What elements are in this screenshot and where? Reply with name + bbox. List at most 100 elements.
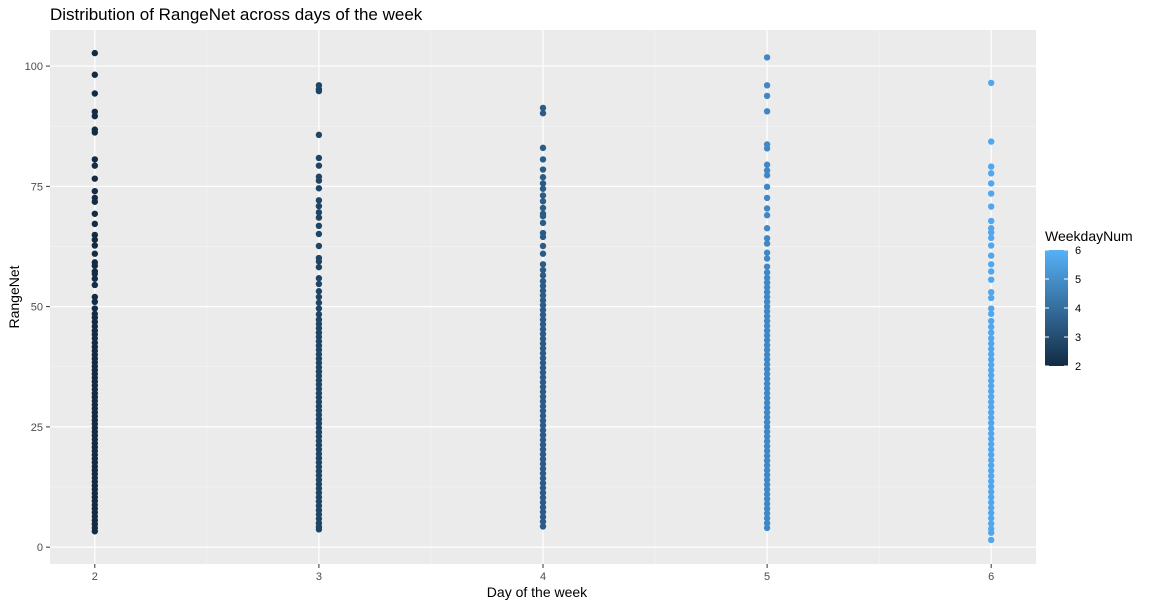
data-point xyxy=(987,529,995,536)
data-point xyxy=(763,108,771,115)
data-point xyxy=(539,266,547,274)
data-point xyxy=(987,261,995,268)
data-point xyxy=(91,250,99,257)
data-point xyxy=(763,235,771,242)
data-point xyxy=(539,494,547,501)
data-point xyxy=(763,341,771,349)
data-point xyxy=(987,467,995,474)
data-point xyxy=(987,377,995,384)
data-point xyxy=(539,104,547,112)
data-point xyxy=(987,217,995,225)
data-point xyxy=(763,284,771,291)
data-point xyxy=(91,293,99,301)
data-point xyxy=(763,346,771,354)
data-point xyxy=(763,313,771,320)
chart-title: Distribution of RangeNet across days of … xyxy=(50,5,423,24)
data-point xyxy=(987,456,995,464)
legend: WeekdayNum 6 5 4 3 2 xyxy=(1045,228,1133,373)
data-point xyxy=(539,378,547,386)
x-tick-label: 2 xyxy=(92,571,98,583)
data-point xyxy=(315,293,323,301)
data-point xyxy=(763,481,771,488)
y-axis-label: RangeNet xyxy=(6,265,22,328)
data-point xyxy=(539,297,547,304)
data-point xyxy=(987,366,995,374)
data-point xyxy=(763,390,771,397)
data-point xyxy=(91,175,99,182)
data-point xyxy=(987,294,995,302)
data-point xyxy=(763,486,771,493)
data-point xyxy=(91,236,99,243)
data-point xyxy=(763,269,771,276)
data-point xyxy=(539,499,547,506)
data-point xyxy=(91,187,99,195)
data-point xyxy=(987,276,995,283)
data-point xyxy=(315,154,323,162)
data-point xyxy=(91,198,99,205)
data-point xyxy=(763,385,771,392)
data-point xyxy=(763,491,771,498)
data-point xyxy=(987,419,995,427)
data-point xyxy=(315,209,323,216)
data-point xyxy=(763,303,771,310)
data-point xyxy=(763,183,771,191)
data-point xyxy=(763,288,771,296)
data-point xyxy=(763,54,771,61)
data-point xyxy=(987,414,995,421)
data-point xyxy=(987,356,995,363)
data-point xyxy=(539,301,547,309)
data-point xyxy=(763,145,771,152)
data-point xyxy=(763,505,771,512)
data-point xyxy=(763,240,771,247)
data-point xyxy=(763,263,771,270)
data-point xyxy=(763,298,771,306)
data-point xyxy=(763,476,771,484)
data-point xyxy=(539,479,547,487)
data-point xyxy=(763,92,771,100)
data-point xyxy=(539,441,547,448)
data-point xyxy=(987,441,995,448)
data-point xyxy=(987,504,995,511)
data-point xyxy=(763,365,771,373)
data-point xyxy=(315,162,323,169)
data-point xyxy=(987,472,995,480)
data-point xyxy=(539,316,547,323)
x-tick-label: 3 xyxy=(316,571,322,583)
data-point xyxy=(763,337,771,344)
data-point xyxy=(315,185,323,192)
data-point xyxy=(539,292,547,299)
data-point xyxy=(539,446,547,453)
x-axis-label: Day of the week xyxy=(487,584,588,600)
data-point xyxy=(763,274,771,281)
data-point xyxy=(91,281,99,289)
data-point xyxy=(763,351,771,358)
data-point xyxy=(987,317,995,325)
data-point xyxy=(987,310,995,318)
data-point xyxy=(987,425,995,432)
data-point xyxy=(539,484,547,492)
data-point xyxy=(539,460,547,468)
data-point xyxy=(763,466,771,474)
data-point xyxy=(539,261,547,268)
data-point xyxy=(987,393,995,400)
data-point xyxy=(539,212,547,220)
data-point xyxy=(539,287,547,294)
data-point xyxy=(91,156,99,163)
legend-colorbar xyxy=(1045,250,1068,366)
data-point xyxy=(91,262,99,269)
data-point xyxy=(539,166,547,173)
data-point xyxy=(763,394,771,402)
y-tick-label: 75 xyxy=(31,181,43,193)
data-point xyxy=(315,214,323,221)
legend-label: 5 xyxy=(1075,274,1081,286)
data-point xyxy=(987,388,995,395)
data-point xyxy=(539,144,547,152)
data-point xyxy=(763,418,771,426)
data-point xyxy=(539,306,547,314)
data-point xyxy=(987,203,995,210)
data-point xyxy=(763,370,771,378)
data-point xyxy=(539,330,547,338)
data-point xyxy=(763,205,771,212)
data-point xyxy=(763,212,771,219)
data-point xyxy=(539,388,547,395)
